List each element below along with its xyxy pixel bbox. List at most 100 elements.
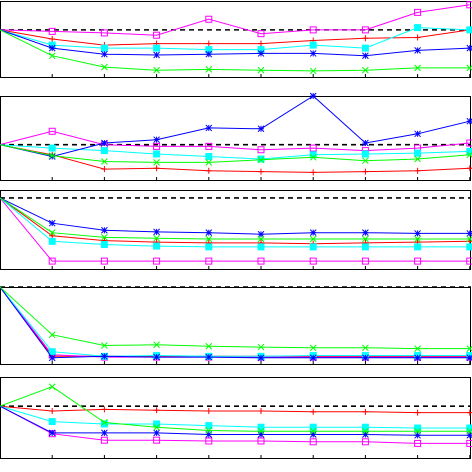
series-line bbox=[0, 130, 470, 152]
data-point bbox=[153, 44, 161, 52]
series-magenta bbox=[0, 1, 472, 39]
data-point bbox=[205, 15, 213, 23]
series-blue bbox=[0, 197, 472, 238]
data-point bbox=[258, 168, 264, 175]
series-cyan bbox=[0, 197, 472, 251]
data-point bbox=[100, 44, 108, 52]
data-point bbox=[101, 342, 108, 349]
data-point bbox=[309, 257, 317, 265]
data-point bbox=[49, 408, 56, 415]
data-point bbox=[361, 243, 369, 251]
data-point bbox=[414, 8, 422, 16]
data-point bbox=[466, 139, 472, 147]
data-point bbox=[48, 144, 56, 152]
data-point bbox=[309, 41, 317, 49]
data-point bbox=[309, 229, 317, 237]
subplot-4 bbox=[0, 286, 472, 365]
data-point bbox=[101, 352, 108, 360]
data-point bbox=[309, 431, 317, 438]
data-point bbox=[257, 146, 265, 154]
data-point bbox=[153, 257, 161, 265]
data-point bbox=[466, 44, 472, 52]
data-point bbox=[466, 165, 472, 172]
data-point bbox=[257, 257, 265, 265]
data-point bbox=[48, 127, 56, 135]
data-point bbox=[414, 167, 421, 174]
subplot-1 bbox=[0, 1, 472, 78]
data-point bbox=[362, 52, 369, 60]
data-point bbox=[257, 235, 265, 243]
data-point bbox=[153, 159, 160, 166]
series-blue bbox=[0, 92, 472, 160]
data-point bbox=[466, 117, 472, 125]
series-magenta bbox=[0, 197, 472, 265]
data-point bbox=[362, 408, 369, 415]
series-green bbox=[0, 197, 472, 243]
data-point bbox=[310, 169, 317, 176]
series-cyan bbox=[0, 24, 472, 54]
data-point bbox=[153, 66, 160, 74]
data-point bbox=[414, 230, 421, 237]
data-point bbox=[466, 26, 472, 34]
data-point bbox=[414, 47, 421, 54]
series-line bbox=[0, 286, 470, 359]
data-point bbox=[257, 437, 265, 445]
data-point bbox=[153, 142, 161, 150]
data-point bbox=[48, 237, 56, 245]
data-point bbox=[310, 408, 317, 415]
series-red bbox=[0, 405, 472, 416]
data-point bbox=[414, 235, 421, 243]
data-point bbox=[414, 243, 422, 251]
data-point bbox=[101, 166, 108, 173]
data-point bbox=[414, 155, 421, 163]
series-line bbox=[0, 197, 470, 240]
data-point bbox=[153, 353, 160, 361]
data-point bbox=[205, 353, 213, 361]
series-line bbox=[0, 197, 470, 245]
data-point bbox=[361, 423, 369, 431]
axes-frame bbox=[0, 96, 471, 181]
data-point bbox=[361, 44, 369, 52]
data-point bbox=[309, 92, 317, 100]
data-point bbox=[48, 383, 56, 391]
data-point bbox=[153, 436, 161, 444]
data-point bbox=[205, 235, 213, 243]
data-point bbox=[205, 124, 213, 132]
data-point bbox=[101, 50, 108, 58]
series-line bbox=[0, 405, 470, 429]
data-point bbox=[362, 229, 369, 237]
data-point bbox=[101, 158, 108, 165]
data-point bbox=[100, 257, 108, 265]
series-green bbox=[0, 144, 472, 166]
data-point bbox=[48, 27, 56, 35]
data-point bbox=[153, 242, 161, 250]
data-point bbox=[205, 342, 213, 350]
series-line bbox=[0, 27, 470, 51]
data-point bbox=[205, 167, 212, 174]
subplot-3 bbox=[0, 190, 472, 270]
data-point bbox=[205, 40, 212, 47]
data-point bbox=[153, 51, 160, 59]
subplot-5 bbox=[0, 377, 472, 459]
data-point bbox=[257, 427, 265, 435]
data-point bbox=[101, 419, 108, 426]
series-line bbox=[0, 144, 470, 173]
data-point bbox=[205, 152, 213, 160]
data-point bbox=[257, 230, 265, 238]
data-point bbox=[257, 66, 265, 74]
series-line bbox=[0, 405, 470, 414]
data-point bbox=[361, 438, 369, 446]
data-point bbox=[361, 150, 369, 158]
data-point bbox=[309, 153, 317, 161]
data-point bbox=[205, 408, 212, 415]
data-point bbox=[153, 228, 160, 236]
data-point bbox=[309, 235, 317, 243]
data-point bbox=[257, 125, 265, 133]
data-point bbox=[258, 408, 264, 415]
data-point bbox=[257, 343, 265, 351]
series-magenta bbox=[0, 286, 472, 361]
data-point bbox=[257, 156, 265, 164]
data-point bbox=[205, 142, 213, 150]
data-point bbox=[309, 67, 317, 75]
